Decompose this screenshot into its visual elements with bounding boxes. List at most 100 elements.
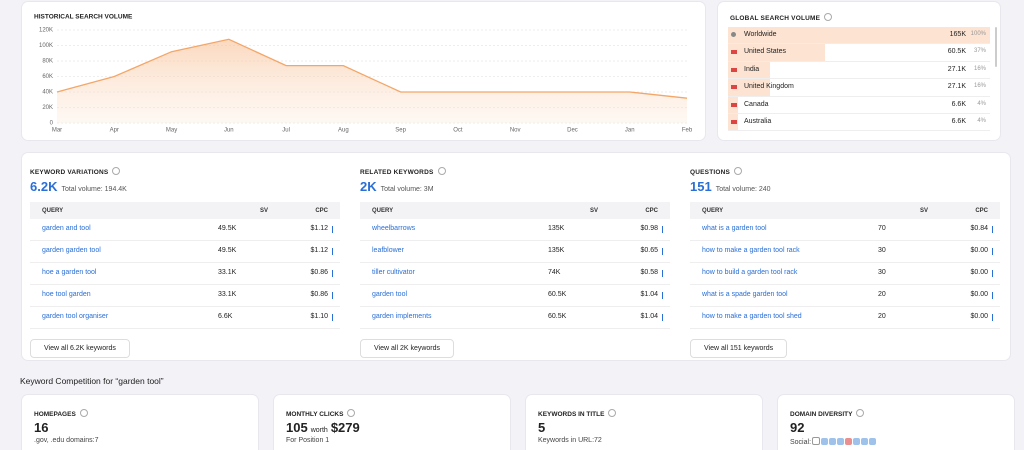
keyword-link[interactable]: what is a spade garden tool [702,291,788,298]
y-tick-label: 0 [50,121,54,127]
keyword-link[interactable]: how to build a garden tool rack [702,269,798,276]
card-label: DOMAIN DIVERSITY [790,409,865,418]
difficulty-indicator [331,314,333,321]
keyword-link[interactable]: tiller cultivator [372,269,415,276]
social-icon [821,438,829,445]
difficulty-indicator [331,292,333,299]
section-total: Total volume: 194.4K [61,186,127,193]
view-all-button[interactable]: View all 2K keywords [360,339,455,358]
difficulty-indicator [661,292,663,299]
country-share: 16% [973,83,986,90]
section-summary: 151 Total volume: 240 [690,176,1000,196]
social-icon [845,438,853,445]
global-title: GLOBAL SEARCH VOLUME [730,13,833,22]
keyword-link[interactable]: garden and tool [42,225,91,232]
area [57,39,687,123]
view-all-button[interactable]: View all 6.2K keywords [30,339,130,358]
country-row: Australia 6.6K 4% [728,113,990,132]
country-row: Worldwide 165K 100% [728,27,990,45]
country-volume: 6.6K [951,117,966,125]
keyword-link[interactable]: garden tool organiser [42,313,109,320]
y-tick-label: 120K [39,28,53,34]
share-bar [728,79,770,96]
country-name: Worldwide [744,31,777,38]
competition-card: HOMEPAGES 16 .gov, .edu domains:7 [22,395,258,450]
card-value: 105 worth $279 [286,420,360,435]
section-title-text: KEYWORD VARIATIONS [30,169,109,176]
cell: 135K [548,247,565,254]
competition-card: KEYWORDS IN TITLE 5 Keywords in URL:72 [526,395,762,450]
card-note: Social: [790,437,877,446]
table-row: leafblower 135K $0.65 [360,241,670,263]
section-summary: 6.2K Total volume: 194.4K [30,176,340,196]
difficulty-indicator [661,248,663,255]
keyword-link[interactable]: how to make a garden tool shed [702,313,802,320]
column-header: SV [260,208,269,214]
country-share: 100% [970,31,986,37]
cell: 33.1K [218,269,237,276]
card-value: 16 [34,420,48,435]
view-all-button[interactable]: View all 151 keywords [690,339,788,358]
history-card: HISTORICAL SEARCH VOLUME 0 20K 40K 60K 80K 10… [22,2,705,140]
card-label-text: KEYWORDS IN TITLE [538,411,605,418]
country-name: Canada [744,100,769,108]
table-row: what is a garden tool 70 $0.84 [690,219,1000,241]
cell: 20 [878,291,886,298]
keyword-link[interactable]: garden tool [372,291,408,298]
difficulty-indicator [661,226,663,233]
card-note-text: .gov, .edu domains:7 [34,437,99,444]
country-share: 4% [977,100,986,107]
share-bar [728,61,770,79]
cell: 60.5K [548,291,567,298]
info-icon [608,409,617,417]
cell: $1.12 [310,225,328,232]
y-tick-label: 80K [42,59,53,65]
cell: $0.00 [970,269,988,276]
keyword-link[interactable]: hoe tool garden [42,291,91,298]
info-icon [79,409,88,417]
card-value: 92 [790,420,804,435]
keyword-link[interactable]: hoe a garden tool [42,269,97,276]
social-icon [869,438,877,445]
cell: 135K [548,225,565,232]
card-note: For Position 1 [286,437,329,444]
country-name: United Kingdom [744,83,794,91]
y-tick-label: 60K [42,74,53,80]
difficulty-indicator [991,248,993,255]
cell: $0.00 [970,313,988,320]
info-icon [112,167,121,175]
keyword-link[interactable]: what is a garden tool [702,225,767,232]
keyword-link[interactable]: wheelbarrows [372,225,416,232]
section-title-text: QUESTIONS [690,169,731,176]
country-share: 16% [973,65,986,72]
keyword-link[interactable]: garden garden tool [42,247,101,254]
cell: 74K [548,269,561,276]
x-tick-label: Nov [510,128,521,134]
table-row: garden and tool 49.5K $1.12 [30,219,340,241]
section-title: QUESTIONS [690,167,1000,176]
x-tick-label: Feb [682,128,693,134]
keyword-link[interactable]: how to make a garden tool rack [702,247,800,254]
card-note-text: Social: [790,439,812,446]
flag-icon [731,50,737,55]
country-volume: 60.5K [947,48,966,56]
flag-icon [731,32,736,37]
cell: $0.86 [310,269,328,276]
card-label: HOMEPAGES [34,409,88,418]
difficulty-indicator [991,226,993,233]
card-label-text: MONTHLY CLICKS [286,411,344,418]
country-name: Australia [744,117,772,125]
table-row: how to build a garden tool rack 30 $0.00 [690,263,1000,285]
cell: 33.1K [218,291,237,298]
y-tick-label: 100K [39,43,53,49]
table-row: garden tool organiser 6.6K $1.10 [30,307,340,329]
keyword-link[interactable]: garden implements [372,313,432,320]
table-header: QUERY SV CPC [690,202,1000,219]
keyword-link[interactable]: leafblower [372,247,404,254]
x-tick-label: Sep [395,128,406,134]
info-icon [856,409,865,417]
card-value-number: 92 [790,420,805,435]
card-label-text: DOMAIN DIVERSITY [790,411,853,418]
section-title: RELATED KEYWORDS [360,167,670,176]
